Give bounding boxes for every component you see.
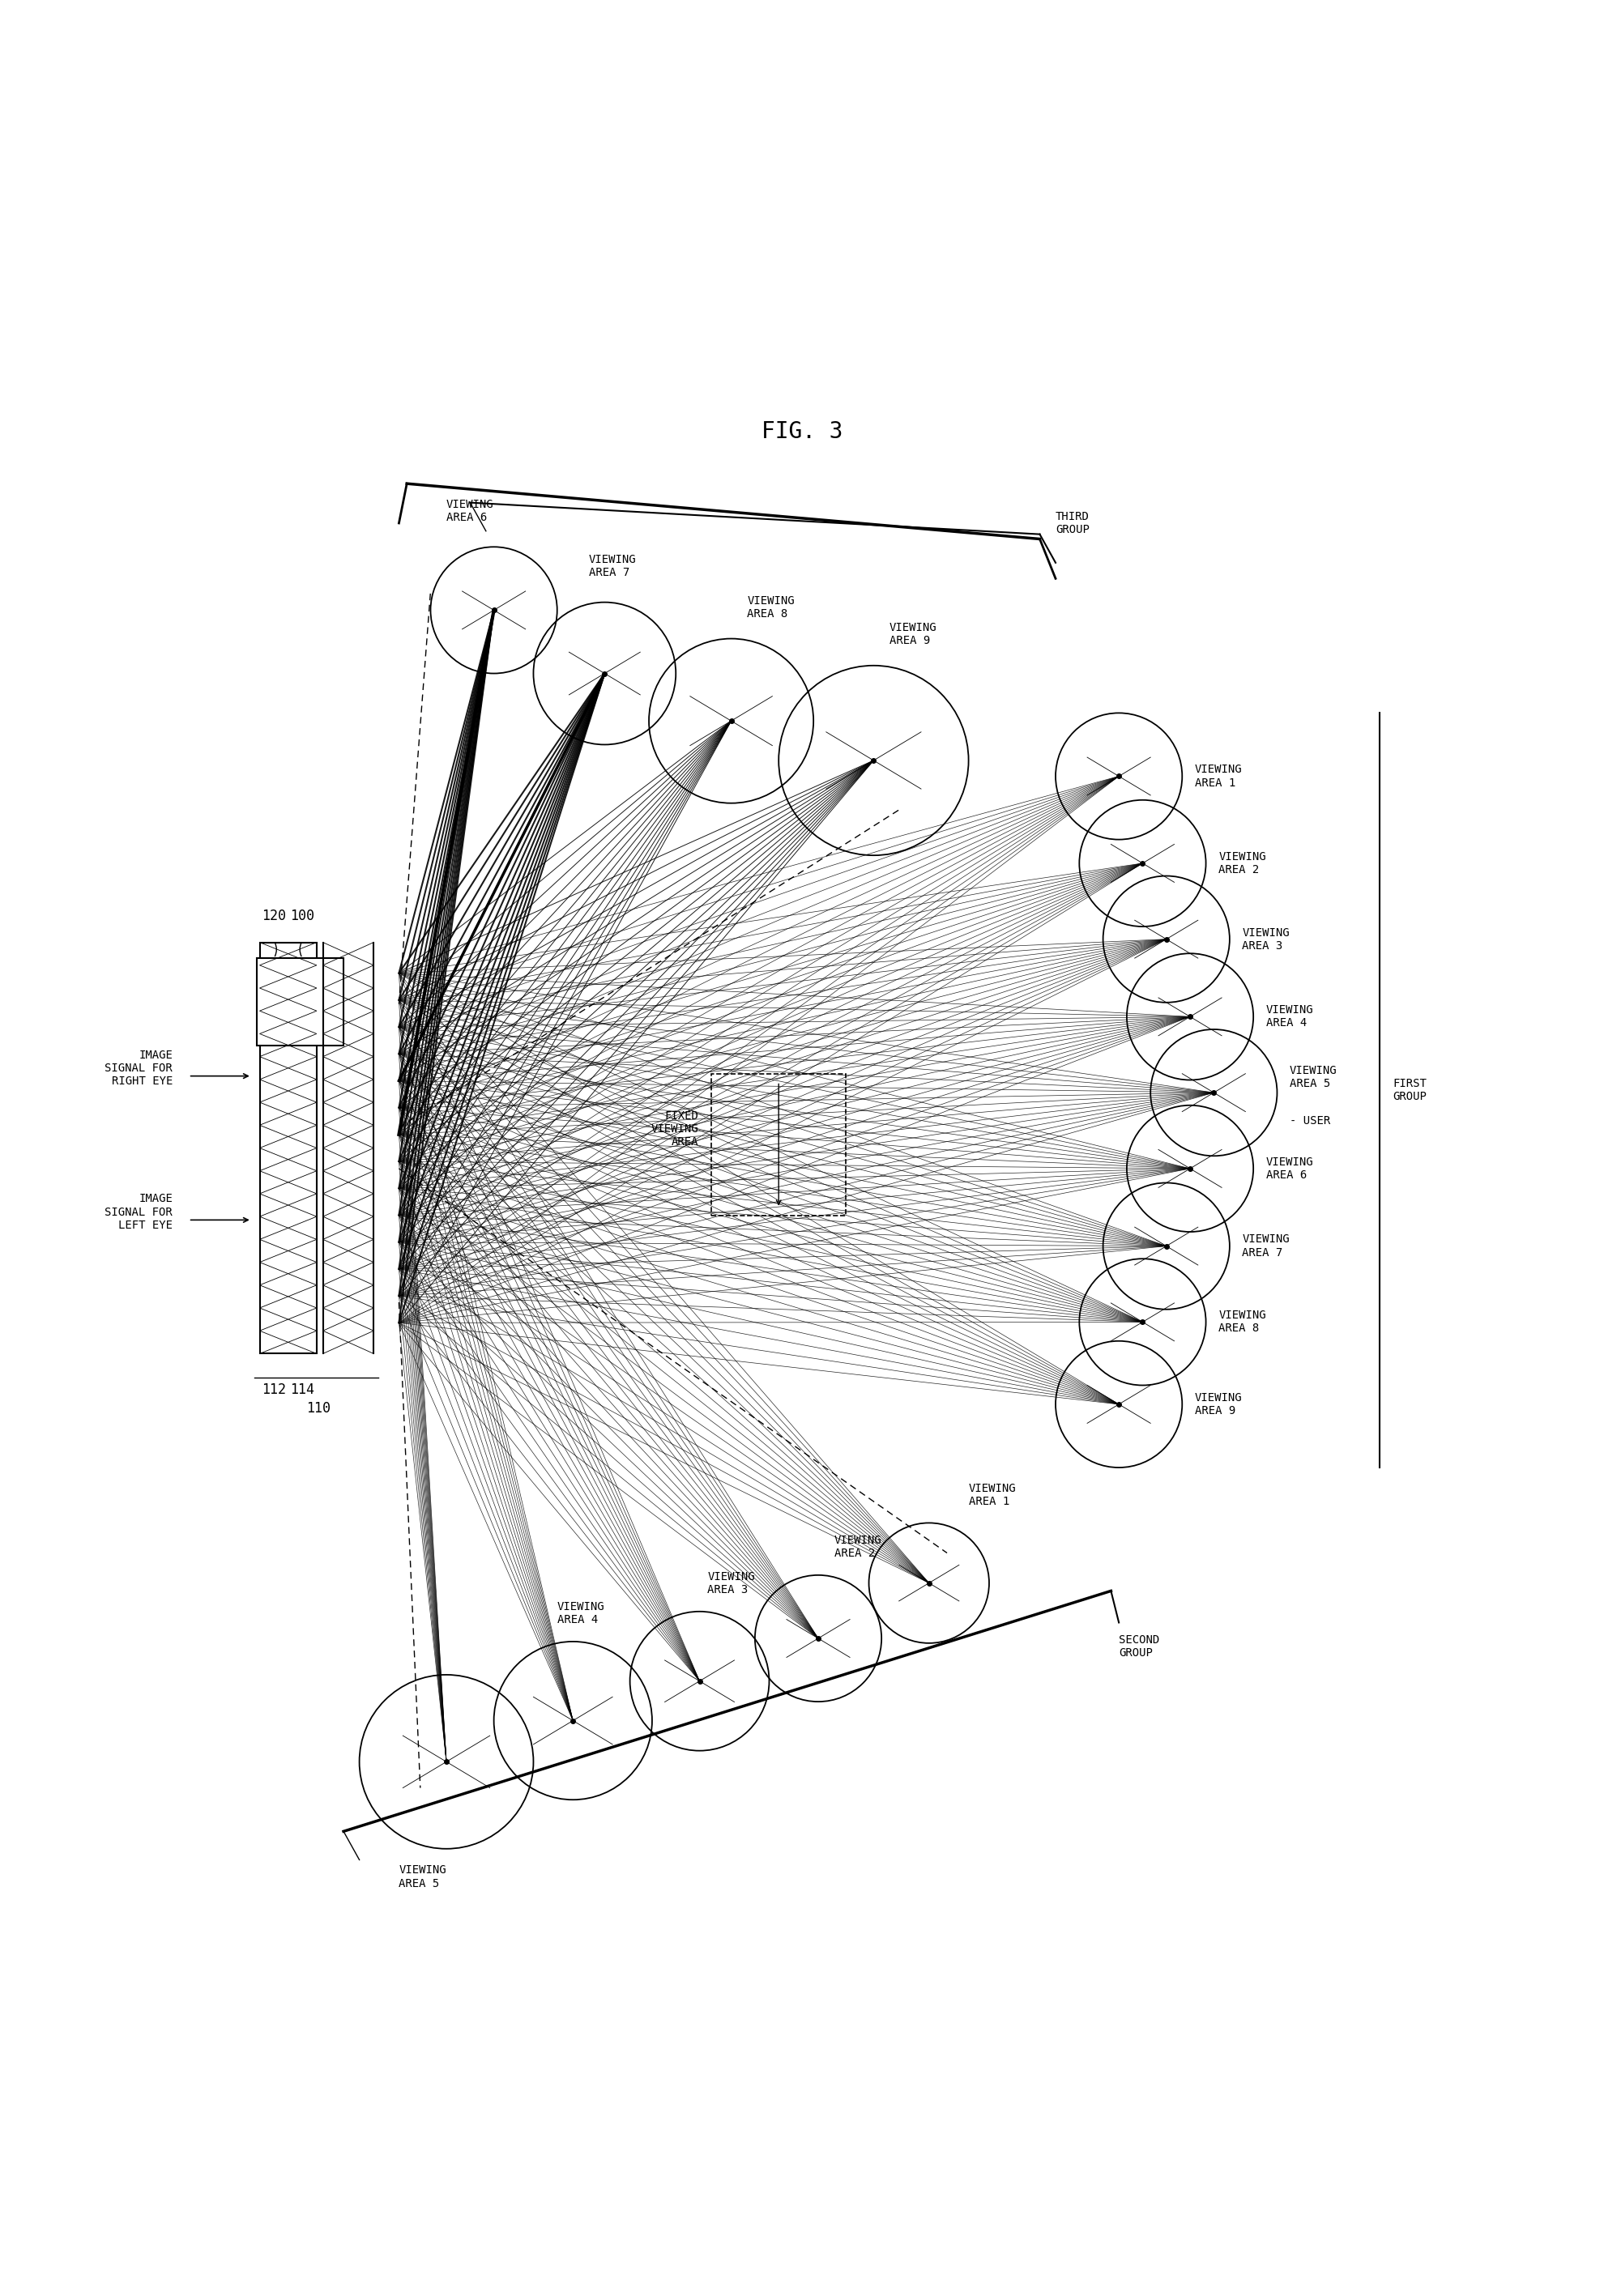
Text: FIRST
GROUP: FIRST GROUP [1392, 1079, 1426, 1102]
Text: VIEWING
AREA 2: VIEWING AREA 2 [1217, 852, 1266, 875]
Text: IMAGE
SIGNAL FOR
RIGHT EYE: IMAGE SIGNAL FOR RIGHT EYE [104, 1049, 173, 1086]
Text: THIRD
GROUP: THIRD GROUP [1055, 512, 1089, 535]
Text: VIEWING
AREA 9: VIEWING AREA 9 [889, 622, 937, 647]
Text: VIEWING
AREA 8: VIEWING AREA 8 [746, 595, 794, 620]
Text: VIEWING
AREA 5: VIEWING AREA 5 [399, 1864, 446, 1890]
Text: VIEWING
AREA 8: VIEWING AREA 8 [1217, 1309, 1266, 1334]
Text: VIEWING
AREA 3: VIEWING AREA 3 [707, 1570, 754, 1596]
Text: FIXED
VIEWING
AREA: FIXED VIEWING AREA [651, 1111, 698, 1148]
Text: VIEWING
AREA 5: VIEWING AREA 5 [1290, 1065, 1336, 1088]
Text: 114: 114 [290, 1382, 314, 1396]
Text: VIEWING
AREA 2: VIEWING AREA 2 [834, 1534, 881, 1559]
Text: VIEWING
AREA 1: VIEWING AREA 1 [1195, 765, 1241, 788]
Text: VIEWING
AREA 3: VIEWING AREA 3 [1241, 928, 1290, 951]
Text: FIG. 3: FIG. 3 [762, 420, 842, 443]
Text: 120: 120 [261, 909, 286, 923]
Text: 110: 110 [306, 1401, 330, 1417]
Text: - USER: - USER [1290, 1116, 1330, 1127]
Text: IMAGE
SIGNAL FOR
LEFT EYE: IMAGE SIGNAL FOR LEFT EYE [104, 1194, 173, 1231]
Text: VIEWING
AREA 6: VIEWING AREA 6 [1266, 1157, 1312, 1180]
Bar [260, 941, 316, 1355]
Bar [257, 957, 343, 1045]
Text: VIEWING
AREA 7: VIEWING AREA 7 [1241, 1233, 1290, 1258]
Text: VIEWING
AREA 1: VIEWING AREA 1 [969, 1483, 1015, 1506]
Bar [711, 1075, 845, 1217]
Text: 112: 112 [261, 1382, 286, 1396]
Text: VIEWING
AREA 4: VIEWING AREA 4 [1266, 1003, 1312, 1029]
Text: VIEWING
AREA 6: VIEWING AREA 6 [446, 498, 494, 523]
Text: VIEWING
AREA 9: VIEWING AREA 9 [1195, 1391, 1241, 1417]
Text: SECOND
GROUP: SECOND GROUP [1118, 1635, 1160, 1658]
Text: VIEWING
AREA 7: VIEWING AREA 7 [589, 553, 635, 579]
Text: VIEWING
AREA 4: VIEWING AREA 4 [557, 1600, 605, 1626]
Text: 100: 100 [290, 909, 314, 923]
